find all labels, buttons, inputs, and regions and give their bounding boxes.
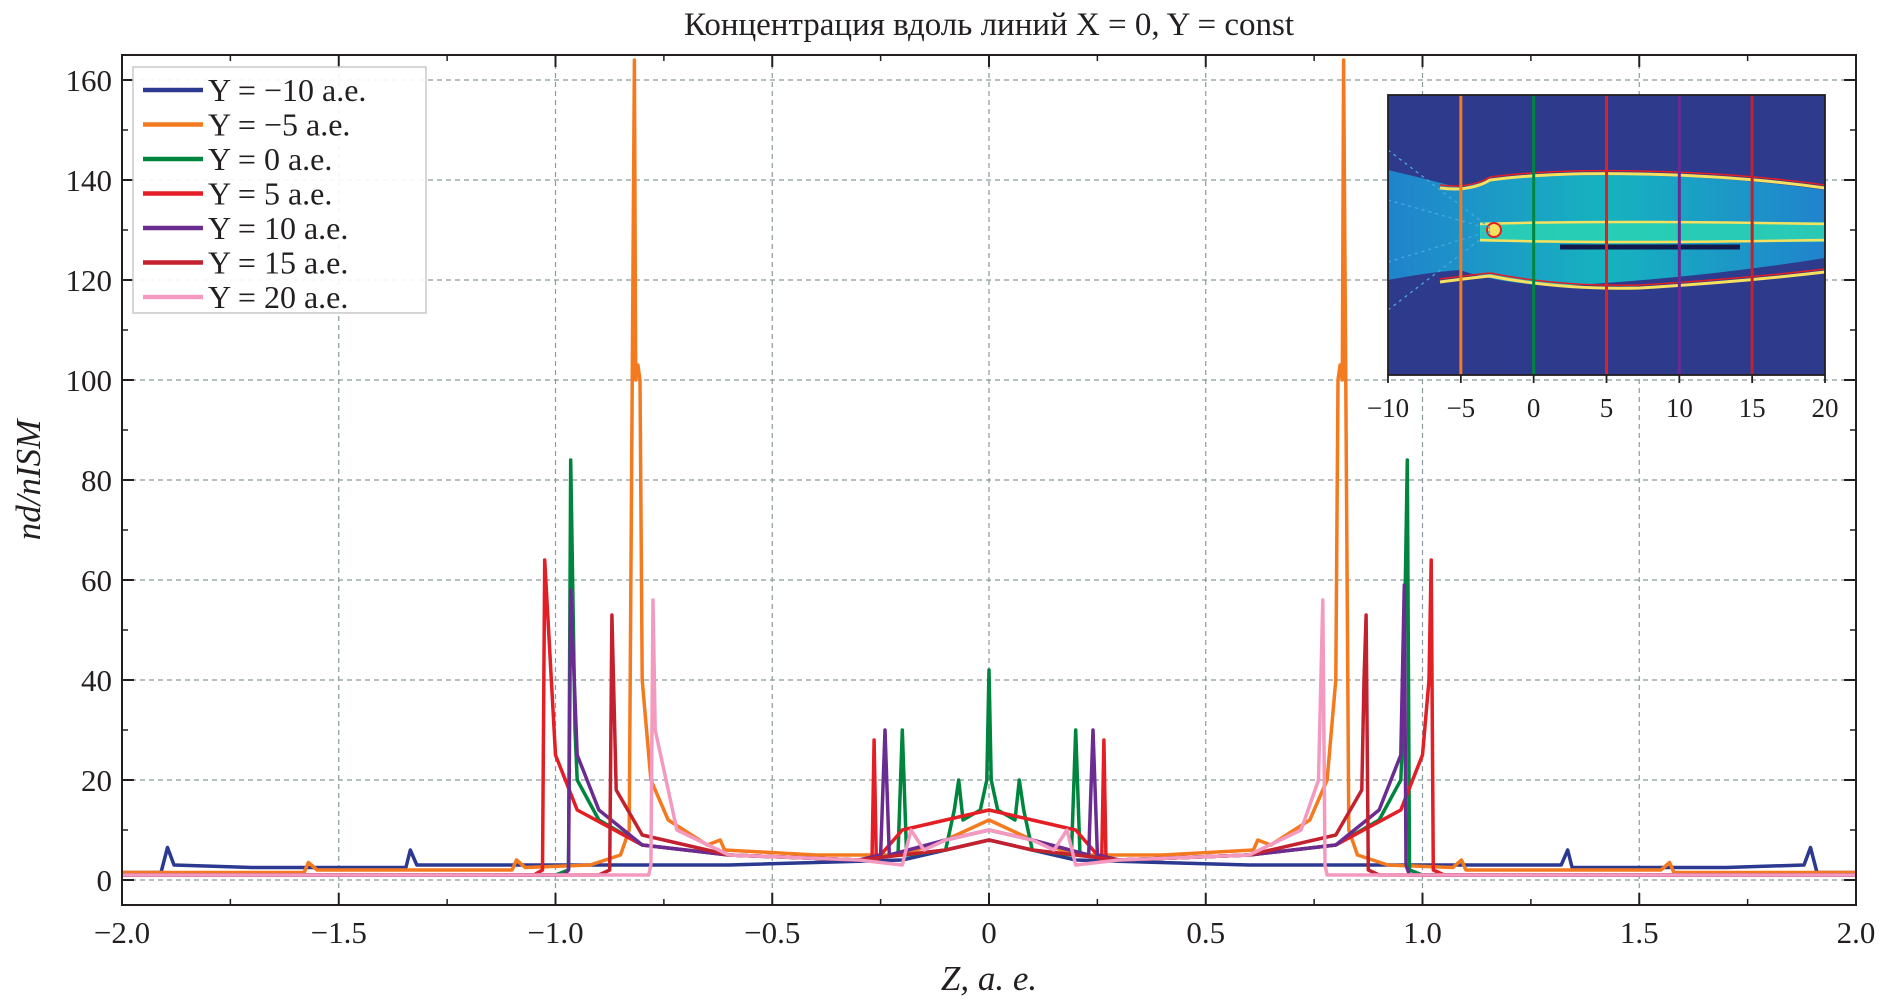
y-tick-label: 160 — [66, 63, 113, 98]
inset-ticks: −10 −5 0 5 10 15 20 — [1367, 375, 1839, 423]
x-tick-label: −2.0 — [94, 915, 150, 950]
series-line-3 — [122, 558, 1856, 877]
legend-label: Y = 5 а.е. — [208, 176, 332, 212]
legend-label: Y = −10 а.е. — [208, 72, 366, 108]
inset-core-band — [1480, 222, 1825, 242]
series-line-2 — [122, 458, 1856, 877]
x-tick-label: 0 — [981, 915, 997, 950]
chart-title: Концентрация вдоль линий X = 0, Y = cons… — [684, 7, 1294, 43]
y-tick-label: 20 — [81, 763, 112, 798]
inset-tick-label: 20 — [1812, 393, 1839, 423]
inset: −10 −5 0 5 10 15 20 — [1367, 94, 1839, 423]
y-tick-label: 120 — [66, 263, 113, 298]
series-line-5 — [122, 613, 1856, 877]
legend-label: Y = 15 а.е. — [208, 245, 348, 281]
legend: Y = −10 а.е.Y = −5 а.е.Y = 0 а.е.Y = 5 а… — [132, 66, 427, 315]
legend-box — [132, 66, 427, 314]
inset-tick-label: 5 — [1600, 393, 1614, 423]
x-axis-label: Z, а. е. — [941, 959, 1037, 998]
x-tick-label: 2.0 — [1837, 915, 1876, 950]
legend-label: Y = 0 а.е. — [208, 141, 332, 177]
legend-label: Y = 20 а.е. — [208, 279, 348, 315]
inset-tick-label: −5 — [1446, 393, 1475, 423]
legend-label: Y = −5 а.е. — [208, 107, 350, 143]
y-tick-label: 0 — [97, 863, 113, 898]
y-tick-label: 140 — [66, 163, 113, 198]
y-tick-label: 40 — [81, 663, 112, 698]
y-axis-label: nd/nISM — [9, 418, 48, 540]
inset-tick-label: 10 — [1666, 393, 1693, 423]
inset-tick-label: −10 — [1367, 393, 1409, 423]
y-tick-label: 60 — [81, 563, 112, 598]
y-tick-label: 100 — [66, 363, 113, 398]
inset-cone-rays — [1388, 149, 1491, 311]
legend-label: Y = 10 а.е. — [208, 210, 348, 246]
inset-star-marker — [1486, 222, 1502, 238]
y-tick-label: 80 — [81, 463, 112, 498]
y-tick-labels: 0 20 40 60 80 100 120 140 160 — [66, 63, 113, 898]
series-line-6 — [122, 598, 1856, 877]
inset-core-line-lower — [1479, 238, 1825, 244]
x-tick-label: −1.0 — [527, 915, 583, 950]
x-tick-label: −1.5 — [311, 915, 367, 950]
axis-ticks — [121, 55, 1857, 905]
inset-tick-label: 15 — [1739, 393, 1766, 423]
inset-lines — [1459, 95, 1754, 375]
inset-core-line-upper — [1479, 220, 1825, 226]
series-lines — [122, 58, 1856, 877]
x-tick-label: 1.0 — [1403, 915, 1442, 950]
x-tick-label: 0.5 — [1186, 915, 1225, 950]
inset-tick-label: 0 — [1527, 393, 1541, 423]
x-tick-labels: −2.0 −1.5 −1.0 −0.5 0 0.5 1.0 1.5 2.0 — [94, 915, 1875, 950]
x-tick-label: −0.5 — [744, 915, 800, 950]
x-tick-label: 1.5 — [1620, 915, 1659, 950]
